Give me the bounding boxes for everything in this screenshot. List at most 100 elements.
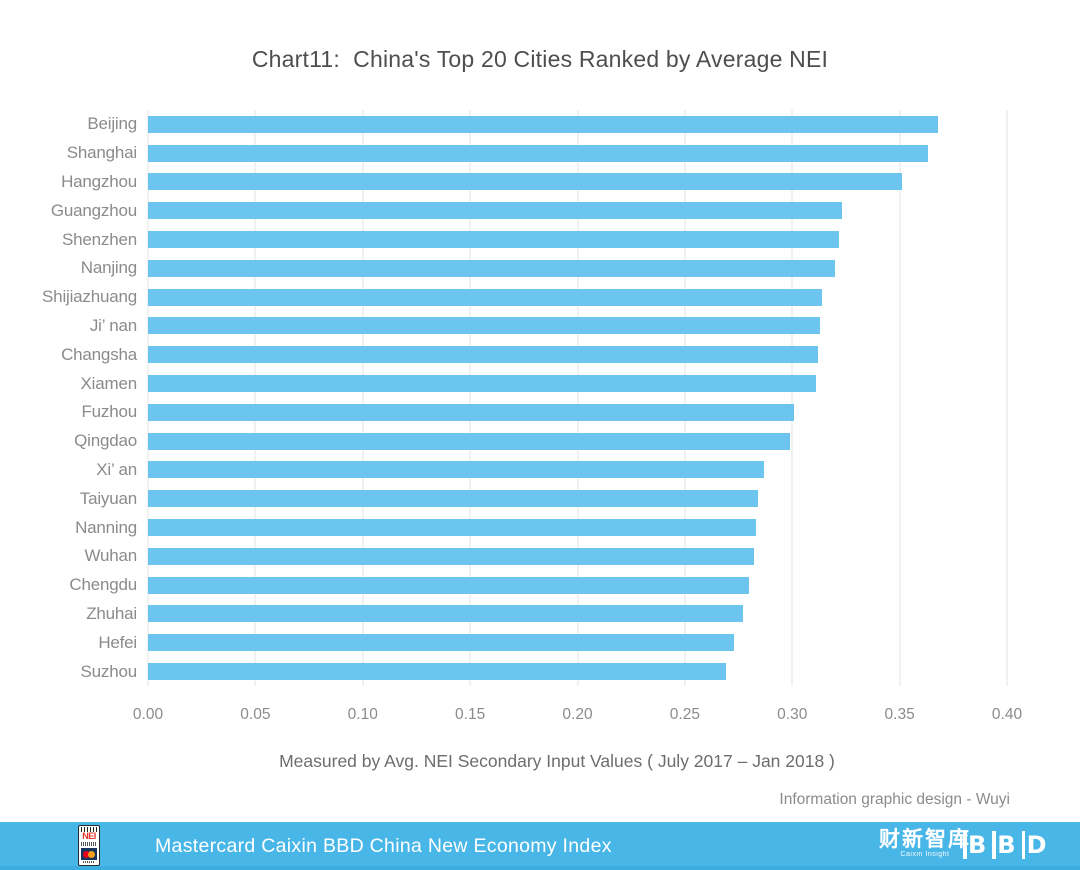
bar-track bbox=[148, 547, 1007, 565]
chart-row: Zhuhai bbox=[0, 600, 1007, 629]
gridline bbox=[362, 110, 364, 686]
bbd-letter: B bbox=[992, 831, 1016, 859]
category-label: Shijiazhuang bbox=[42, 287, 137, 307]
chart-row: Fuzhou bbox=[0, 398, 1007, 427]
bar-track bbox=[148, 173, 1007, 191]
gridline bbox=[1006, 110, 1008, 686]
chart-title: Chart11: China's Top 20 Cities Ranked by… bbox=[251, 46, 829, 72]
mastercard-icon bbox=[81, 848, 97, 860]
caixin-insight-logo: 财新智库 Caixin Insight bbox=[879, 829, 971, 859]
bar bbox=[148, 519, 756, 537]
category-label: Shanghai bbox=[66, 143, 137, 163]
bar-track bbox=[148, 663, 1007, 681]
bar-track bbox=[148, 288, 1007, 306]
gridline bbox=[684, 110, 686, 686]
bar bbox=[148, 547, 754, 565]
chart-rows: Beijing Shanghai Hangzhou Guangzhou Shenzhen… bbox=[0, 110, 1007, 686]
x-tick-label: 0.35 bbox=[884, 706, 915, 723]
bar bbox=[148, 259, 836, 277]
x-tick-label: 0.30 bbox=[777, 706, 808, 723]
bar-track bbox=[148, 202, 1007, 220]
category-label: Changsha bbox=[61, 344, 137, 364]
chart-row: Guangzhou bbox=[0, 196, 1007, 225]
category-label: Hangzhou bbox=[61, 171, 137, 191]
category-label: Beijing bbox=[87, 114, 137, 134]
bar bbox=[148, 231, 840, 249]
bar bbox=[148, 288, 823, 306]
category-label: Zhuhai bbox=[86, 603, 137, 623]
bbd-letter-glyph: D bbox=[1026, 831, 1047, 859]
bar bbox=[148, 432, 791, 450]
bar bbox=[148, 115, 939, 133]
bar bbox=[148, 663, 726, 681]
bar bbox=[148, 605, 743, 623]
x-tick-label: 0.15 bbox=[455, 706, 486, 723]
x-tick-label: 0.10 bbox=[347, 706, 378, 723]
chart-row: Shenzhen bbox=[0, 225, 1007, 254]
bar bbox=[148, 490, 758, 508]
category-label: Suzhou bbox=[80, 661, 138, 681]
bar bbox=[148, 375, 816, 393]
bar bbox=[148, 576, 750, 594]
chart-row: Changsha bbox=[0, 340, 1007, 369]
chart-row: Shanghai bbox=[0, 139, 1007, 168]
category-label: Shenzhen bbox=[62, 229, 137, 249]
category-label: Chengdu bbox=[69, 575, 137, 595]
bar-track bbox=[148, 461, 1007, 479]
chart-row: Nanning bbox=[0, 513, 1007, 542]
bar-track bbox=[148, 490, 1007, 508]
chart-row: Chengdu bbox=[0, 571, 1007, 600]
caixin-logo-subtext: Caixin Insight bbox=[900, 851, 950, 858]
chart-row: Beijing bbox=[0, 110, 1007, 139]
caixin-logo-text: 财新智库 bbox=[879, 828, 971, 851]
category-label: Nanning bbox=[75, 517, 137, 537]
bbd-letter: B bbox=[963, 831, 986, 859]
category-label: Ji’ nan bbox=[89, 315, 137, 335]
chart-row: Suzhou bbox=[0, 657, 1007, 686]
footer-title: Mastercard Caixin BBD China New Economy … bbox=[155, 835, 612, 857]
bar bbox=[148, 202, 842, 220]
bar-track bbox=[148, 115, 1007, 133]
bar bbox=[148, 173, 902, 191]
gridline bbox=[254, 110, 256, 686]
category-label: Xiamen bbox=[80, 373, 138, 393]
category-label: Wuhan bbox=[84, 546, 137, 566]
chart-row: Wuhan bbox=[0, 542, 1007, 571]
gridline bbox=[577, 110, 578, 686]
chart-row: Nanjing bbox=[0, 254, 1007, 283]
nei-logo-barcode bbox=[81, 827, 97, 832]
bar bbox=[148, 461, 765, 479]
bar-track bbox=[148, 519, 1007, 537]
gridline bbox=[469, 110, 471, 686]
bar-track bbox=[148, 259, 1007, 277]
chart-row: Hangzhou bbox=[0, 168, 1007, 197]
bbd-letter: D bbox=[1021, 831, 1047, 859]
gridline bbox=[899, 110, 901, 686]
bar-track bbox=[148, 231, 1007, 249]
bar-track bbox=[148, 346, 1007, 364]
bbd-letter-slit bbox=[1021, 831, 1026, 859]
x-tick-label: 0.25 bbox=[669, 706, 700, 723]
bar-track bbox=[148, 634, 1007, 652]
bar bbox=[148, 317, 821, 335]
x-axis: 0.00 0.05 0.10 0.15 0.20 0.25 0.30 0.35 0.40 bbox=[133, 706, 1022, 728]
design-credit: Information graphic design - Wuyi bbox=[779, 791, 1010, 808]
nei-mastercard-logo: NEI bbox=[78, 825, 100, 866]
bbd-letter-glyph: B bbox=[997, 831, 1016, 859]
gridline bbox=[147, 110, 149, 686]
mastercard-orange-circle bbox=[88, 850, 95, 858]
bbd-letter-slit bbox=[992, 831, 996, 859]
gridlines bbox=[147, 110, 1008, 686]
chart-row: Qingdao bbox=[0, 427, 1007, 456]
bar-track bbox=[148, 317, 1007, 335]
axis-caption: Measured by Avg. NEI Secondary Input Val… bbox=[279, 751, 835, 771]
footer-bar: NEI Mastercard Caixin BBD China New Econ… bbox=[0, 822, 1080, 870]
bar-track bbox=[148, 576, 1007, 594]
bar bbox=[148, 403, 795, 421]
x-tick-label: 0.05 bbox=[240, 706, 271, 723]
bar-track bbox=[148, 375, 1007, 393]
category-label: Hefei bbox=[98, 632, 137, 652]
bar bbox=[148, 634, 735, 652]
